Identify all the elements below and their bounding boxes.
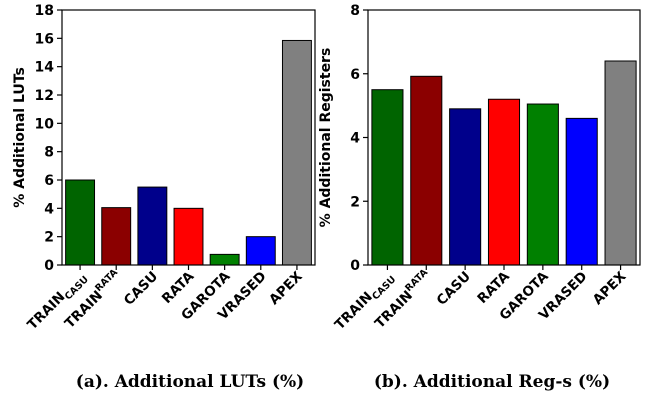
y-tick-label: 14 [35,60,55,76]
x-tick-label: APEX [266,268,306,308]
bar-casu [137,186,168,266]
y-tick-label: 12 [35,88,54,104]
x-tick-label: CASU [121,269,161,309]
bar-vrased [565,117,598,266]
y-tick-label: 0 [44,258,54,274]
bar-rata [173,207,204,266]
y-tick-label: 4 [350,131,360,147]
y-tick-label: 0 [350,258,360,274]
y-tick-label: 4 [44,201,54,217]
panel-caption: (a). Additional LUTs (%) [76,372,304,392]
bar-garota [526,103,559,266]
bar-garota [209,253,240,266]
bar-train-rata [410,75,443,266]
x-tick-label: APEX [590,268,630,308]
bar-apex [604,60,637,266]
bar-apex [281,39,312,266]
y-tick-label: 8 [44,145,54,161]
y-tick-label: 2 [350,194,360,210]
y-axis-label: % Additional LUTs [12,67,28,208]
bar-casu [449,108,482,266]
bar-train-casu [371,89,404,266]
y-tick-label: 6 [44,173,54,189]
x-tick-label: CASU [434,269,474,309]
y-tick-label: 6 [350,67,360,83]
y-tick-label: 18 [35,3,54,19]
bar-rata [487,98,521,266]
panel-caption: (b). Additional Reg-s (%) [374,372,610,392]
bar-train-rata [101,207,132,266]
y-tick-label: 2 [44,230,54,246]
y-tick-label: 8 [350,3,360,19]
bar-train-casu [65,179,96,266]
y-tick-label: 10 [35,116,55,132]
y-axis-label: % Additional Registers [318,48,334,228]
y-tick-label: 16 [35,31,54,47]
bar-vrased [245,236,276,266]
